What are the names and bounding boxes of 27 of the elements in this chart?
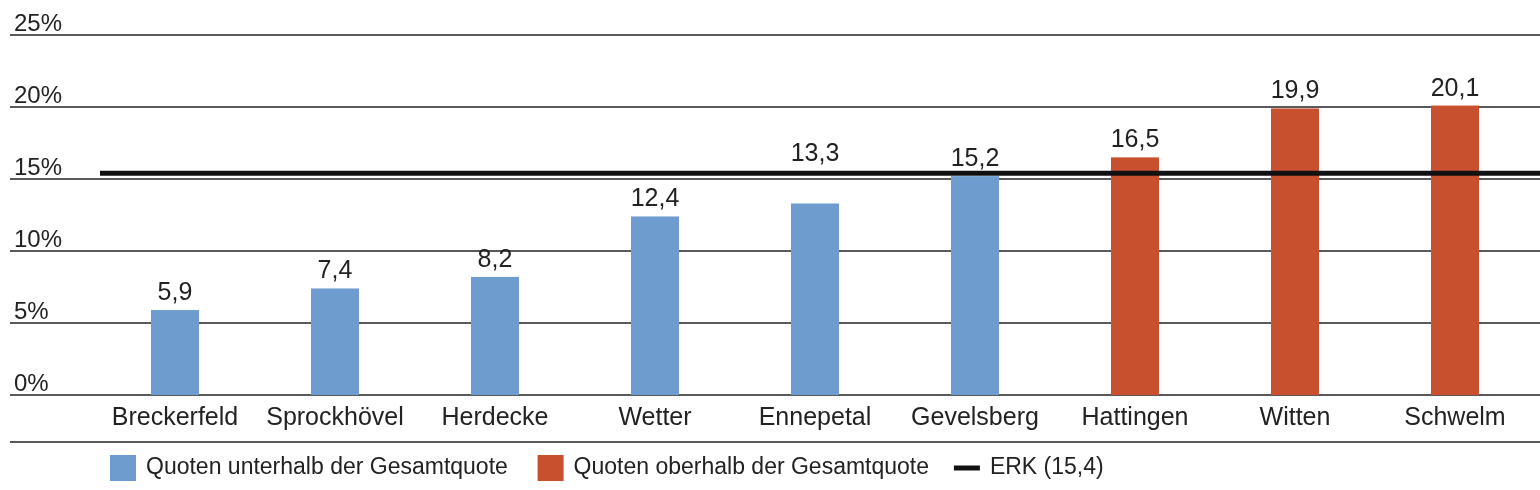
x-tick-label: Herdecke [441, 402, 549, 430]
data-label: 20,1 [1430, 72, 1480, 101]
legend-label: Quoten unterhalb der Gesamtquote [146, 453, 508, 480]
x-tick-label: Breckerfeld [111, 402, 239, 430]
data-label: 19,9 [1270, 75, 1320, 104]
y-tick-label: 15% [14, 153, 63, 180]
x-tick-label: Schwelm [1404, 402, 1506, 430]
data-label: 15,2 [950, 143, 1000, 172]
x-tick-label: Wetter [618, 402, 692, 430]
x-tick-label: Sprockhövel [266, 402, 404, 430]
data-label: 12,4 [630, 183, 680, 212]
y-tick-label: 20% [14, 81, 63, 108]
data-label: 8,2 [477, 243, 513, 272]
y-tick-label: 0% [14, 369, 49, 396]
data-label: 13,3 [790, 138, 840, 167]
x-tick-label: Witten [1259, 402, 1331, 430]
legend-label: Quoten oberhalb der Gesamtquote [573, 453, 930, 480]
data-label: 16,5 [1110, 124, 1160, 153]
data-label: 5,9 [157, 277, 193, 306]
legend-label: ERK (15,4) [989, 453, 1104, 480]
x-tick-label: Ennepetal [758, 402, 872, 430]
data-label: 7,4 [317, 255, 353, 284]
x-tick-label: Gevelsberg [911, 402, 1039, 430]
y-tick-label: 25% [14, 9, 63, 36]
y-tick-label: 5% [14, 297, 49, 324]
y-tick-label: 10% [14, 225, 63, 252]
x-tick-label: Hattingen [1081, 402, 1189, 430]
